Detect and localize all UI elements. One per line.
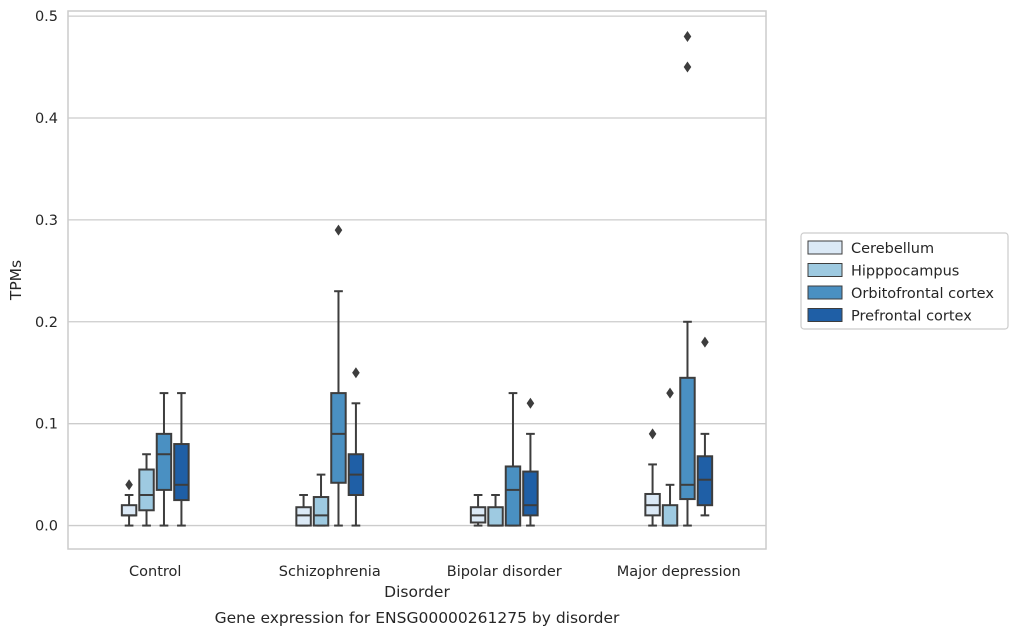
box — [696, 455, 714, 507]
legend-frame — [800, 232, 1009, 330]
box-group — [173, 392, 190, 527]
y-tick-label: 0.3 — [35, 213, 58, 229]
legend-label: Orbitofrontal cortex — [851, 286, 994, 302]
outlier-point — [334, 224, 343, 236]
box-group — [679, 30, 696, 527]
box — [120, 504, 138, 517]
x-axis-ticks: Control Schizophrenia Bipolar disorder Majo… — [129, 564, 741, 580]
box-group — [522, 397, 539, 527]
box — [504, 465, 522, 527]
legend: Cerebellum Hipppocampus Orbitofrontal cort… — [800, 232, 1009, 330]
legend-swatch — [807, 285, 843, 300]
outlier-point — [526, 397, 535, 409]
y-tick-label: 0.2 — [35, 315, 58, 331]
box — [522, 470, 539, 517]
box — [138, 468, 155, 512]
box-group — [312, 473, 330, 527]
y-axis-ticks: 0.0 0.1 0.2 0.3 0.4 0.5 — [35, 9, 58, 534]
y-tick-label: 0.4 — [35, 111, 58, 127]
gridlines — [68, 15, 766, 527]
legend-label: Cerebellum — [851, 241, 934, 257]
box — [679, 376, 696, 501]
x-tick-label: Bipolar disorder — [447, 564, 562, 580]
outlier-point — [125, 479, 133, 491]
legend-label: Prefrontal cortex — [851, 309, 972, 325]
box-group — [295, 493, 312, 527]
outlier-point — [683, 61, 692, 73]
box-group — [661, 387, 679, 527]
x-tick-label: Schizophrenia — [279, 564, 381, 580]
box-group — [469, 493, 487, 527]
y-axis-label: TPMs — [7, 260, 25, 301]
box — [661, 504, 679, 527]
box-group — [138, 453, 155, 527]
chart-caption: Gene expression for ENSG00000261275 by d… — [215, 609, 620, 627]
y-tick-label: 0.1 — [35, 417, 58, 433]
legend-swatch — [807, 263, 843, 277]
box — [330, 392, 347, 484]
legend-label: Hipppocampus — [851, 264, 959, 280]
box-group — [644, 428, 661, 527]
box-group — [330, 224, 347, 527]
outlier-point — [683, 30, 692, 42]
outlier-point — [666, 387, 674, 399]
y-tick-label: 0.5 — [35, 9, 58, 25]
box-group — [155, 392, 173, 527]
box-group — [487, 493, 504, 527]
box-group — [504, 392, 522, 527]
box-group — [696, 336, 714, 517]
x-tick-label: Major depression — [617, 564, 741, 580]
box — [173, 443, 190, 502]
box-group — [347, 367, 365, 527]
outlier-point — [352, 367, 360, 379]
box — [312, 496, 330, 527]
x-tick-label: Control — [129, 564, 181, 580]
outlier-point — [648, 428, 657, 440]
y-tick-label: 0.0 — [35, 519, 58, 535]
legend-swatch — [807, 240, 843, 255]
plot-frame — [67, 10, 767, 550]
box-plot-series — [120, 30, 714, 527]
box — [295, 506, 312, 527]
box — [155, 432, 173, 491]
x-axis-label: Disorder — [384, 583, 450, 601]
outlier-point — [701, 336, 709, 348]
box-group — [120, 479, 138, 527]
legend-swatch — [807, 308, 843, 322]
box — [487, 506, 504, 527]
